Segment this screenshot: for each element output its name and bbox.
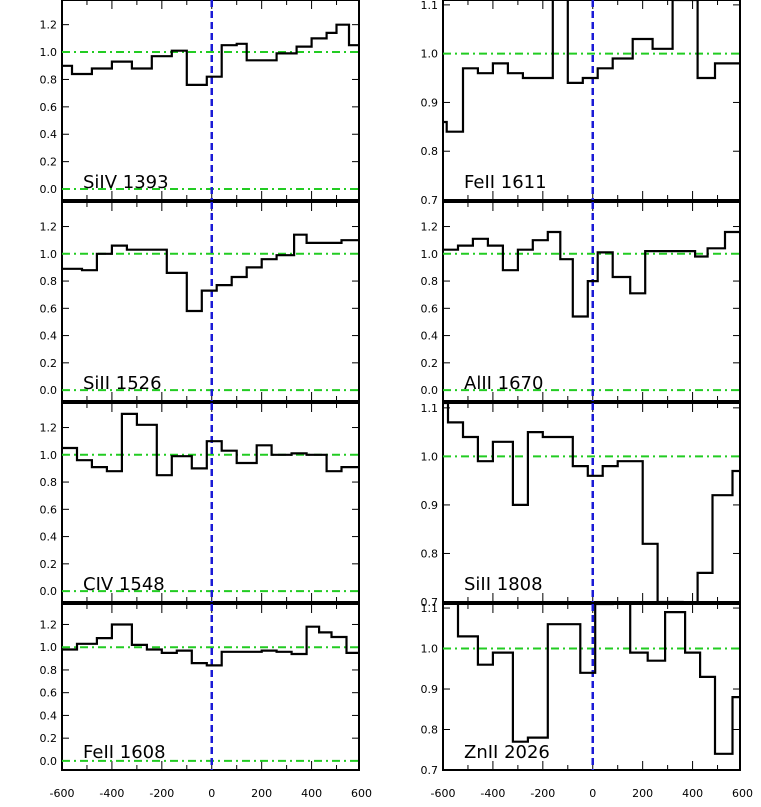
y-tick-label: 0.4 — [40, 128, 58, 141]
y-tick-label: 1.0 — [421, 248, 439, 261]
y-tick-label: 0.6 — [40, 101, 58, 114]
x-tick-label: 200 — [632, 787, 653, 800]
y-tick-label: 0.2 — [40, 558, 58, 571]
y-tick-label: 0.6 — [40, 687, 58, 700]
y-tick-label: 1.2 — [40, 221, 58, 234]
x-tick-label: 200 — [251, 787, 272, 800]
y-tick-label: 1.2 — [40, 618, 58, 631]
y-tick-label: 1.0 — [40, 449, 58, 462]
y-tick-label: 1.2 — [421, 221, 439, 234]
y-tick-label: 0.4 — [40, 330, 58, 343]
spectrum-series — [62, 23, 359, 86]
y-tick-label: 0.8 — [40, 275, 58, 288]
y-tick-label: 0.8 — [40, 73, 58, 86]
panel-feii-1611: 0.7 0.8 0.9 1.0 1.1 FeII 1611 — [421, 0, 741, 207]
y-tick-label: 0.6 — [421, 302, 439, 315]
y-tick-label: 1.0 — [40, 248, 58, 261]
y-tick-label: 0.7 — [421, 764, 439, 777]
y-tick-label: 0.0 — [40, 755, 58, 768]
spectrum-series — [443, 0, 740, 133]
y-tick-label: 1.2 — [40, 422, 58, 435]
y-tick-label: 0.8 — [421, 724, 439, 737]
y-tick-label: 0.2 — [40, 156, 58, 169]
panel-label: FeII 1608 — [83, 742, 166, 763]
y-tick-label: 1.0 — [421, 450, 439, 463]
x-tick-label: -200 — [149, 787, 174, 800]
panel-siii-1808: 0.7 0.8 0.9 1.0 1.1 SiII 1808 — [421, 402, 741, 609]
x-tick-label: -600 — [50, 787, 75, 800]
spectrum-series — [456, 604, 740, 755]
y-tick-label: 0.8 — [40, 476, 58, 489]
y-tick-label: 1.0 — [421, 48, 439, 61]
y-tick-label: 1.1 — [421, 0, 439, 12]
panel-label: SiII 1526 — [83, 373, 162, 394]
y-tick-label: 1.1 — [421, 402, 439, 415]
panel-label: ZnII 2026 — [464, 742, 550, 763]
x-tick-label: 0 — [589, 787, 596, 800]
y-tick-label: 0.4 — [421, 330, 439, 343]
y-tick-label: 0.0 — [421, 384, 439, 397]
y-tick-label: 0.2 — [40, 732, 58, 745]
panel-civ-1548: 0.0 0.2 0.4 0.6 0.8 1.0 1.2 CIV 1548 — [40, 402, 360, 603]
panel-label: FeII 1611 — [464, 172, 547, 193]
y-tick-label: 0.9 — [421, 96, 439, 109]
y-tick-label: 0.4 — [40, 709, 58, 722]
panel-label: SiII 1808 — [464, 574, 543, 595]
y-tick-label: 0.7 — [421, 596, 439, 609]
y-tick-label: 0.8 — [421, 145, 439, 158]
y-tick-label: 0.0 — [40, 585, 58, 598]
y-tick-label: 0.2 — [40, 357, 58, 370]
spectrum-series — [443, 230, 740, 318]
x-tick-label: -200 — [530, 787, 555, 800]
y-tick-label: 1.1 — [421, 602, 439, 615]
y-tick-label: 0.9 — [421, 499, 439, 512]
x-tick-label: -600 — [431, 787, 456, 800]
panel-siiv-1393: 0.0 0.2 0.4 0.6 0.8 1.0 1.2 SiIV 1393 — [40, 0, 360, 201]
x-tick-label: 400 — [682, 787, 703, 800]
spectrum-series — [62, 412, 359, 477]
panel-alii-1670: 0.0 0.2 0.4 0.6 0.8 1.0 1.2 AlII 1670 — [421, 201, 741, 402]
y-tick-label: 0.6 — [40, 503, 58, 516]
x-tick-label: 600 — [732, 787, 753, 800]
y-tick-label: 0.8 — [421, 275, 439, 288]
y-tick-label: 0.8 — [421, 547, 439, 560]
spectrum-series — [62, 233, 359, 313]
y-tick-label: 0.6 — [40, 302, 58, 315]
y-tick-label: 0.4 — [40, 531, 58, 544]
y-tick-label: 0.7 — [421, 194, 439, 207]
y-tick-label: 0.9 — [421, 683, 439, 696]
panel-znii-2026: 0.7 0.8 0.9 1.0 1.1 ZnII 2026 — [421, 602, 741, 777]
y-tick-label: 0.0 — [40, 183, 58, 196]
panel-siii-1526: 0.0 0.2 0.4 0.6 0.8 1.0 1.2 SiII 1526 — [40, 201, 360, 402]
panel-feii-1608: 0.0 0.2 0.4 0.6 0.8 1.0 1.2 FeII 1608 — [40, 603, 360, 771]
x-tick-label: 600 — [351, 787, 372, 800]
y-tick-label: 1.0 — [40, 46, 58, 59]
y-tick-label: 0.8 — [40, 664, 58, 677]
x-tick-label: -400 — [99, 787, 124, 800]
y-tick-label: 1.0 — [40, 641, 58, 654]
x-tick-label: -400 — [480, 787, 505, 800]
y-tick-label: 0.2 — [421, 357, 439, 370]
spectrum-series — [62, 623, 359, 667]
x-tick-label: 400 — [301, 787, 322, 800]
panel-label: SiIV 1393 — [83, 172, 169, 193]
spectrum-series — [443, 403, 740, 602]
panel-label: AlII 1670 — [464, 373, 543, 394]
y-tick-label: 1.2 — [40, 19, 58, 32]
x-tick-label: 0 — [208, 787, 215, 800]
y-tick-label: 0.0 — [40, 384, 58, 397]
y-tick-label: 1.0 — [421, 643, 439, 656]
panel-label: CIV 1548 — [83, 574, 165, 595]
